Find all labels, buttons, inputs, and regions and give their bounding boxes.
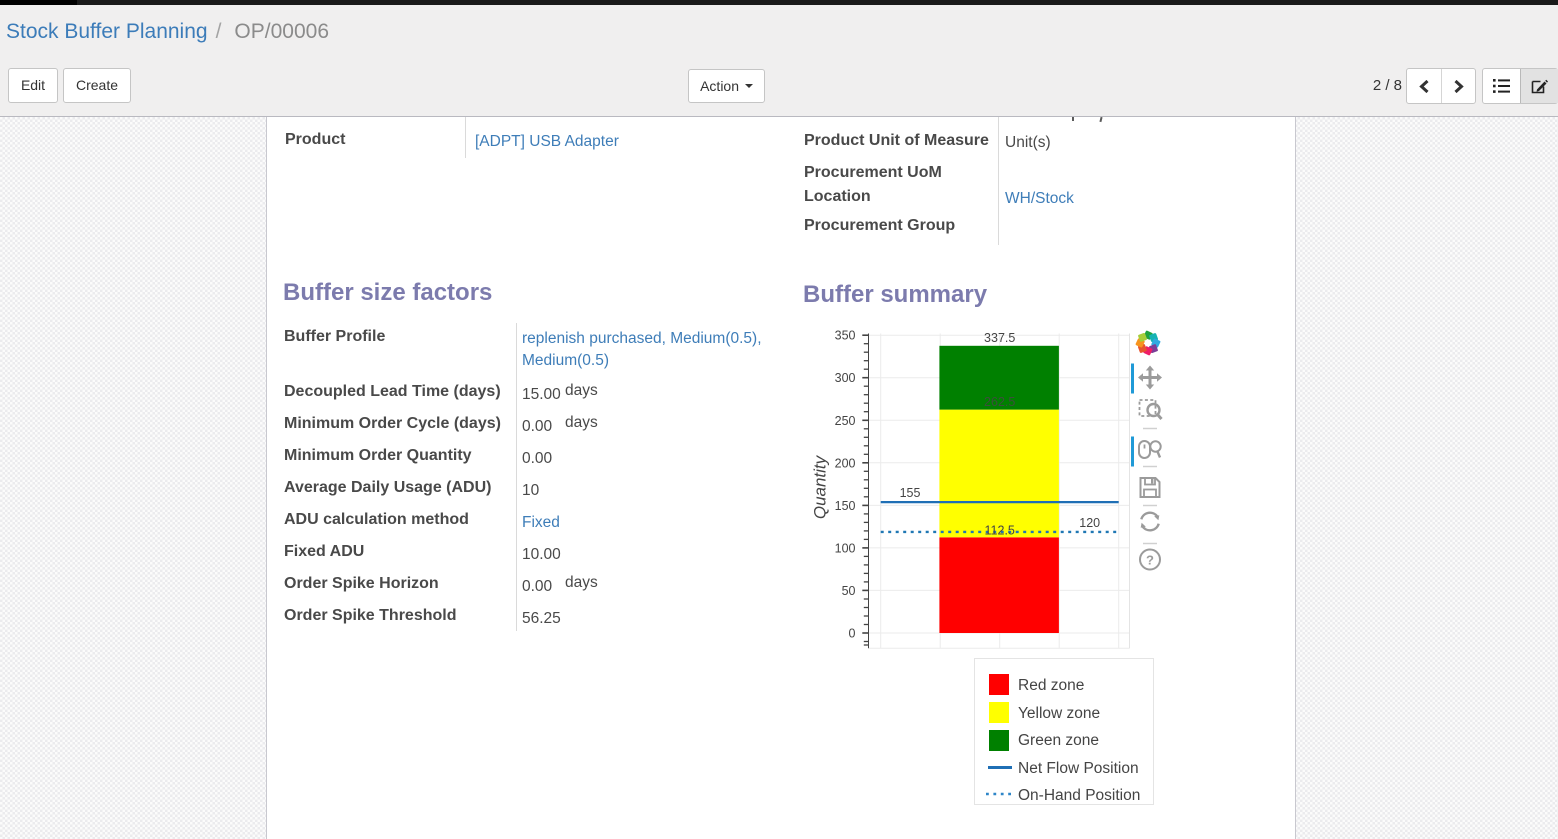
svg-text:262.5: 262.5 (984, 395, 1015, 409)
svg-text:155: 155 (900, 486, 921, 500)
svg-text:0: 0 (849, 627, 856, 641)
svg-text:250: 250 (835, 414, 856, 428)
svg-text:100: 100 (835, 541, 856, 555)
svg-text:Quantity: Quantity (810, 454, 829, 519)
svg-text:150: 150 (835, 499, 856, 513)
svg-text:?: ? (1146, 552, 1154, 567)
svg-text:350: 350 (835, 329, 856, 343)
svg-text:50: 50 (842, 584, 856, 598)
svg-text:300: 300 (835, 371, 856, 385)
svg-text:200: 200 (835, 456, 856, 470)
svg-text:337.5: 337.5 (984, 331, 1015, 345)
svg-text:120: 120 (1079, 516, 1100, 530)
svg-text:112.5: 112.5 (985, 524, 1015, 538)
